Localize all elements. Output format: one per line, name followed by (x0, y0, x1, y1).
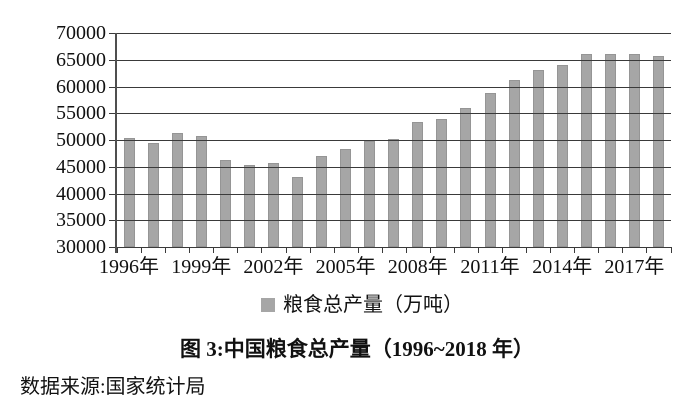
bar-2013 (532, 70, 544, 247)
gridline (117, 113, 671, 115)
x-axis-tick-label: 2014年 (532, 256, 593, 278)
bar-1996 (123, 137, 135, 247)
x-axis-tick (453, 247, 455, 253)
y-axis-tick (109, 247, 117, 248)
x-axis-tick (261, 247, 263, 253)
x-axis-tick (141, 247, 143, 253)
x-axis-tick-label: 2002年 (243, 256, 304, 278)
x-axis-tick (429, 247, 431, 253)
x-axis-line (117, 247, 671, 248)
x-axis-tick (622, 247, 624, 253)
bar-2015 (580, 54, 592, 247)
x-axis-tick (285, 247, 287, 253)
y-axis-tick-label: 40000 (56, 182, 106, 205)
bar-2003 (292, 177, 303, 247)
y-axis-tick (109, 220, 117, 222)
x-axis-tick-label: 2008年 (387, 256, 448, 278)
x-axis-tick (117, 247, 118, 253)
x-axis-tick-label: 2017年 (604, 256, 665, 278)
y-axis-line (115, 33, 117, 253)
bar-2000 (219, 160, 231, 247)
gridline (117, 33, 671, 34)
x-axis-tick (357, 247, 359, 253)
bar-2001 (243, 165, 255, 247)
y-axis-tick-label: 50000 (56, 129, 106, 151)
y-axis-tick-label: 35000 (56, 209, 106, 232)
y-axis-tick (109, 33, 117, 34)
y-axis-tick (109, 166, 117, 168)
bar-1999 (195, 135, 207, 247)
legend: 粮食总产量（万吨） (24, 292, 700, 318)
y-axis-tick (109, 140, 117, 141)
gridline (117, 140, 671, 141)
y-axis-tick-label: 30000 (56, 236, 106, 258)
y-axis-tick-label: 65000 (56, 48, 106, 71)
x-axis-tick-label: 2011年 (460, 256, 520, 278)
figure-title: 图 3:中国粮食总产量（1996~2018 年） (180, 337, 534, 361)
x-axis-tick (502, 247, 503, 253)
x-axis-tick (574, 247, 576, 253)
x-axis-tick-label: 1996年 (99, 256, 159, 278)
bar-1998 (171, 133, 183, 247)
x-axis-tick (333, 247, 335, 253)
bar-2017 (628, 53, 640, 247)
x-axis-tick (670, 247, 672, 253)
bar-2002 (267, 163, 279, 247)
y-axis-tick-label: 60000 (56, 75, 106, 98)
y-axis-tick-label: 55000 (56, 102, 106, 125)
y-axis-tick (109, 193, 117, 195)
legend-label: 粮食总产量（万吨） (283, 294, 463, 316)
bar-1997 (147, 143, 159, 247)
bar-2018 (653, 55, 664, 247)
bar-2007 (388, 139, 400, 247)
bar-2005 (340, 148, 352, 247)
x-axis-tick (598, 247, 600, 253)
bar-2008 (412, 121, 424, 247)
bar-2014 (556, 65, 568, 247)
data-source-note: 数据来源:国家统计局 (20, 376, 206, 398)
y-axis-tick-label: 70000 (56, 22, 106, 44)
bar-2016 (604, 54, 616, 247)
gridline (117, 220, 671, 222)
x-axis-tick (526, 247, 528, 253)
x-axis-tick (309, 247, 311, 253)
gridline (117, 59, 671, 61)
x-axis-tick (381, 247, 383, 253)
x-axis-tick-label: 1999年 (171, 256, 232, 278)
bar-2009 (436, 118, 448, 247)
x-axis-tick (405, 247, 407, 253)
x-axis-tick (478, 247, 479, 253)
x-axis-tick (550, 247, 552, 253)
y-axis-tick-label: 45000 (56, 155, 106, 178)
x-axis-tick-label: 2005年 (315, 256, 376, 278)
x-axis-tick (237, 247, 239, 253)
gridline (117, 193, 671, 195)
bar-2004 (316, 156, 328, 247)
bar-2011 (484, 92, 496, 247)
x-axis-tick (189, 247, 191, 253)
bar-2010 (460, 108, 472, 247)
y-axis-tick (109, 59, 117, 61)
y-axis-tick (109, 113, 117, 115)
y-axis-tick (109, 86, 117, 88)
gridline (117, 166, 671, 168)
x-axis-tick (165, 247, 167, 253)
x-axis-tick (213, 247, 215, 253)
x-axis-tick (646, 247, 648, 253)
bar-2012 (508, 80, 520, 247)
legend-swatch-icon (261, 298, 275, 312)
gridline (117, 86, 671, 88)
